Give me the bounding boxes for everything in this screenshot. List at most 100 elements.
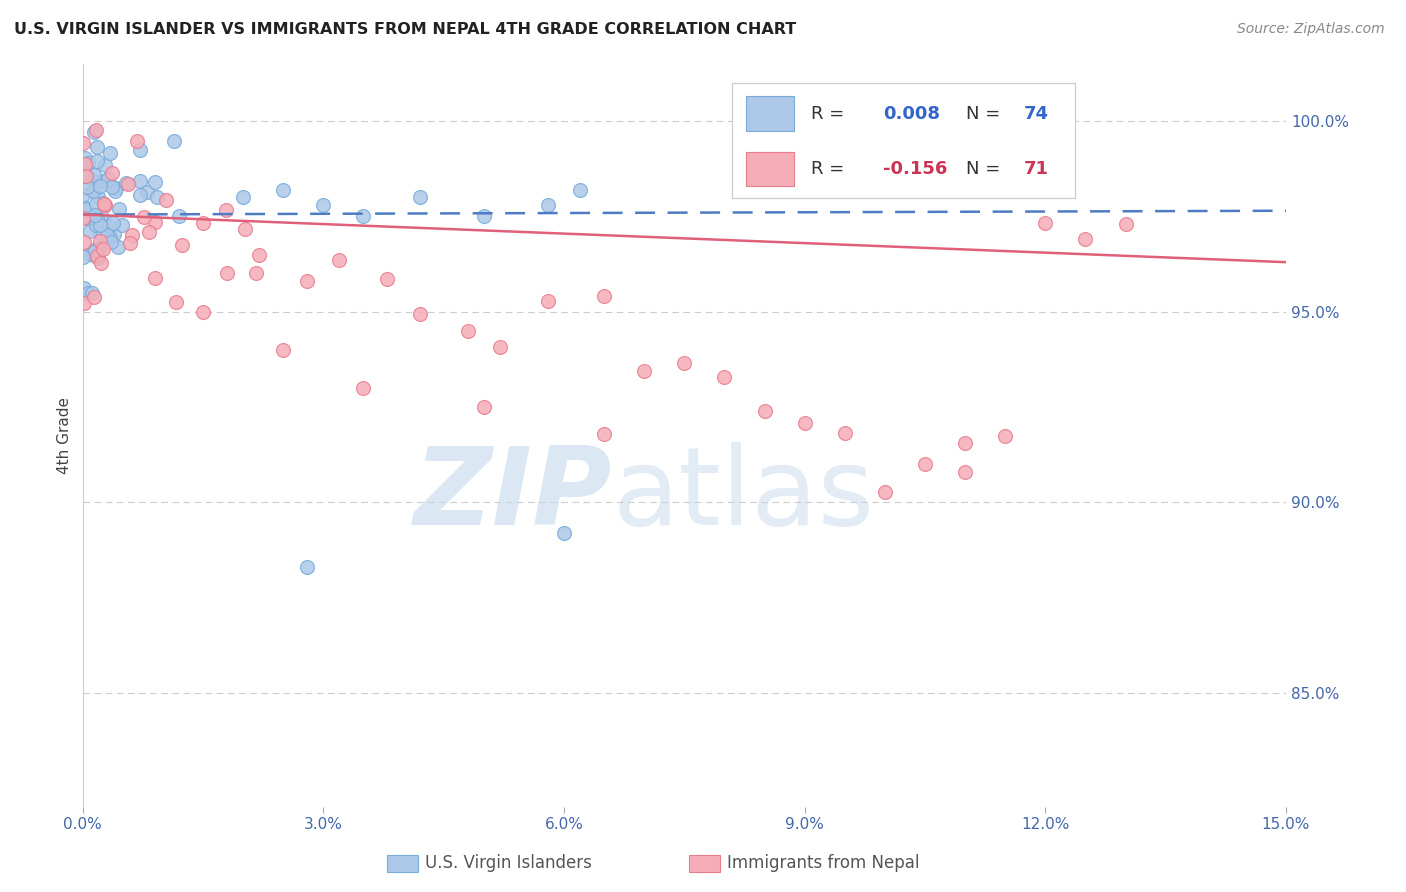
- Point: [77, 155, 100, 169]
- Point: [754, 404, 776, 418]
- Point: [271, 343, 294, 357]
- Point: [89, 234, 111, 248]
- Point: [129, 174, 152, 188]
- Point: [87, 251, 110, 265]
- Point: [593, 426, 616, 441]
- Point: [553, 525, 575, 540]
- Point: [117, 178, 139, 192]
- Point: [247, 247, 270, 261]
- Text: U.S. VIRGIN ISLANDER VS IMMIGRANTS FROM NEPAL 4TH GRADE CORRELATION CHART: U.S. VIRGIN ISLANDER VS IMMIGRANTS FROM …: [14, 22, 796, 37]
- Point: [120, 235, 142, 250]
- Point: [914, 458, 936, 472]
- Point: [72, 188, 94, 202]
- Point: [90, 208, 112, 222]
- Point: [86, 249, 108, 263]
- Text: ZIP: ZIP: [413, 442, 612, 548]
- Point: [77, 212, 100, 227]
- Point: [89, 179, 111, 194]
- Point: [165, 294, 187, 309]
- Point: [94, 198, 117, 212]
- Point: [673, 356, 696, 370]
- Point: [472, 210, 495, 224]
- Point: [377, 272, 399, 286]
- Point: [82, 184, 104, 198]
- Point: [90, 174, 112, 188]
- Point: [87, 190, 110, 204]
- Point: [83, 290, 105, 304]
- Point: [312, 198, 335, 212]
- Point: [108, 202, 131, 216]
- Point: [352, 210, 374, 224]
- Point: [191, 216, 214, 230]
- Point: [408, 307, 430, 321]
- Point: [245, 266, 267, 280]
- Point: [89, 219, 111, 233]
- Point: [352, 381, 374, 395]
- Point: [89, 242, 111, 256]
- Point: [537, 293, 560, 308]
- Point: [83, 168, 105, 182]
- Point: [72, 250, 94, 264]
- Point: [100, 166, 122, 180]
- Point: [488, 340, 510, 354]
- Point: [98, 219, 121, 233]
- Point: [136, 185, 159, 199]
- Point: [80, 285, 103, 300]
- Point: [73, 295, 96, 310]
- Point: [96, 227, 118, 242]
- Point: [83, 248, 105, 262]
- Point: [163, 134, 186, 148]
- Point: [271, 183, 294, 197]
- Point: [155, 193, 177, 207]
- Point: [215, 266, 238, 280]
- Point: [104, 184, 127, 198]
- Point: [128, 187, 150, 202]
- Point: [73, 200, 96, 214]
- Point: [86, 139, 108, 153]
- Point: [143, 175, 166, 189]
- Point: [100, 235, 122, 250]
- Point: [75, 202, 97, 217]
- Point: [713, 370, 735, 384]
- Point: [72, 136, 94, 151]
- Point: [77, 285, 100, 300]
- Point: [215, 202, 238, 217]
- Point: [107, 240, 129, 254]
- Point: [80, 172, 103, 186]
- Point: [86, 211, 108, 226]
- Point: [73, 235, 96, 250]
- Point: [103, 227, 125, 241]
- Point: [76, 179, 98, 194]
- Point: [75, 157, 97, 171]
- Point: [84, 244, 107, 259]
- Point: [472, 400, 495, 414]
- Point: [75, 169, 97, 183]
- Point: [98, 146, 121, 161]
- Point: [1074, 232, 1097, 246]
- Point: [297, 274, 319, 288]
- Point: [97, 171, 120, 186]
- Point: [72, 211, 94, 225]
- Point: [593, 289, 616, 303]
- Point: [93, 197, 115, 211]
- Point: [146, 189, 169, 203]
- Point: [953, 435, 976, 450]
- Point: [93, 158, 115, 172]
- Point: [408, 190, 430, 204]
- Y-axis label: 4th Grade: 4th Grade: [58, 397, 72, 474]
- Point: [79, 223, 101, 237]
- Text: atlas: atlas: [612, 442, 875, 548]
- Text: Immigrants from Nepal: Immigrants from Nepal: [727, 855, 920, 872]
- Point: [172, 237, 194, 252]
- Point: [111, 218, 134, 232]
- Point: [834, 425, 856, 440]
- Point: [1115, 217, 1137, 231]
- Point: [537, 198, 560, 212]
- Point: [73, 280, 96, 294]
- Point: [1033, 216, 1056, 230]
- Point: [457, 324, 479, 338]
- Point: [101, 216, 124, 230]
- Point: [79, 247, 101, 261]
- Point: [105, 180, 128, 194]
- Point: [793, 416, 815, 430]
